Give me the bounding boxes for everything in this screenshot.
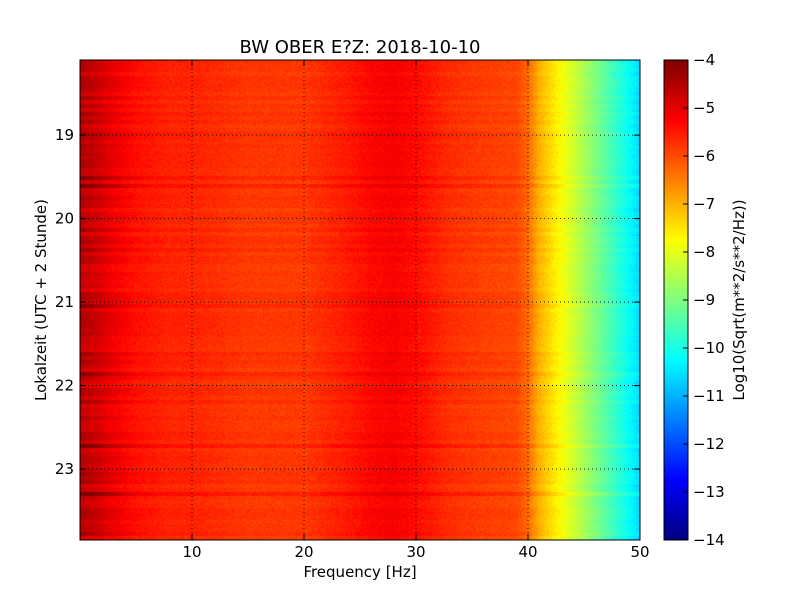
colorbar-tick-label: −6 [693,147,715,165]
colorbar-tick-label: −14 [693,531,725,549]
colorbar-tick-label: −5 [693,99,715,117]
x-axis-label: Frequency [Hz] [303,563,416,581]
y-tick-label: 22 [55,377,74,395]
colorbar-tick-label: −11 [693,387,725,405]
colorbar-tick-label: −13 [693,483,725,501]
y-tick-label: 19 [55,126,74,144]
spectrogram-heatmap [80,60,640,540]
colorbar-tick-label: −10 [693,339,725,357]
x-axis-ticks: 10 20 30 40 50 [182,543,649,561]
x-tick-label: 20 [294,543,313,561]
colorbar-label: Log10(Sqrt(m**2/s**2/Hz)) [730,199,748,400]
colorbar-tick-label: −9 [693,291,715,309]
x-tick-label: 50 [630,543,649,561]
x-tick-label: 10 [182,543,201,561]
x-tick-label: 30 [406,543,425,561]
y-axis-ticks: 19 20 21 22 23 [55,126,74,478]
y-tick-label: 21 [55,293,74,311]
colorbar-tick-label: −4 [693,51,715,69]
y-tick-label: 20 [55,210,74,228]
colorbar-tick-label: −7 [693,195,715,213]
colorbar-tick-label: −8 [693,243,715,261]
colorbar-tick-label: −12 [693,435,725,453]
y-tick-label: 23 [55,460,74,478]
y-axis-label: Lokalzeit (UTC + 2 Stunde) [32,199,50,401]
colorbar-ticks: −4 −5 −6 −7 −8 −9 −10 −11 −12 −13 −14 [693,51,725,549]
chart-title: BW OBER E?Z: 2018-10-10 [240,37,481,58]
colorbar-gradient [664,60,688,540]
x-tick-label: 40 [518,543,537,561]
